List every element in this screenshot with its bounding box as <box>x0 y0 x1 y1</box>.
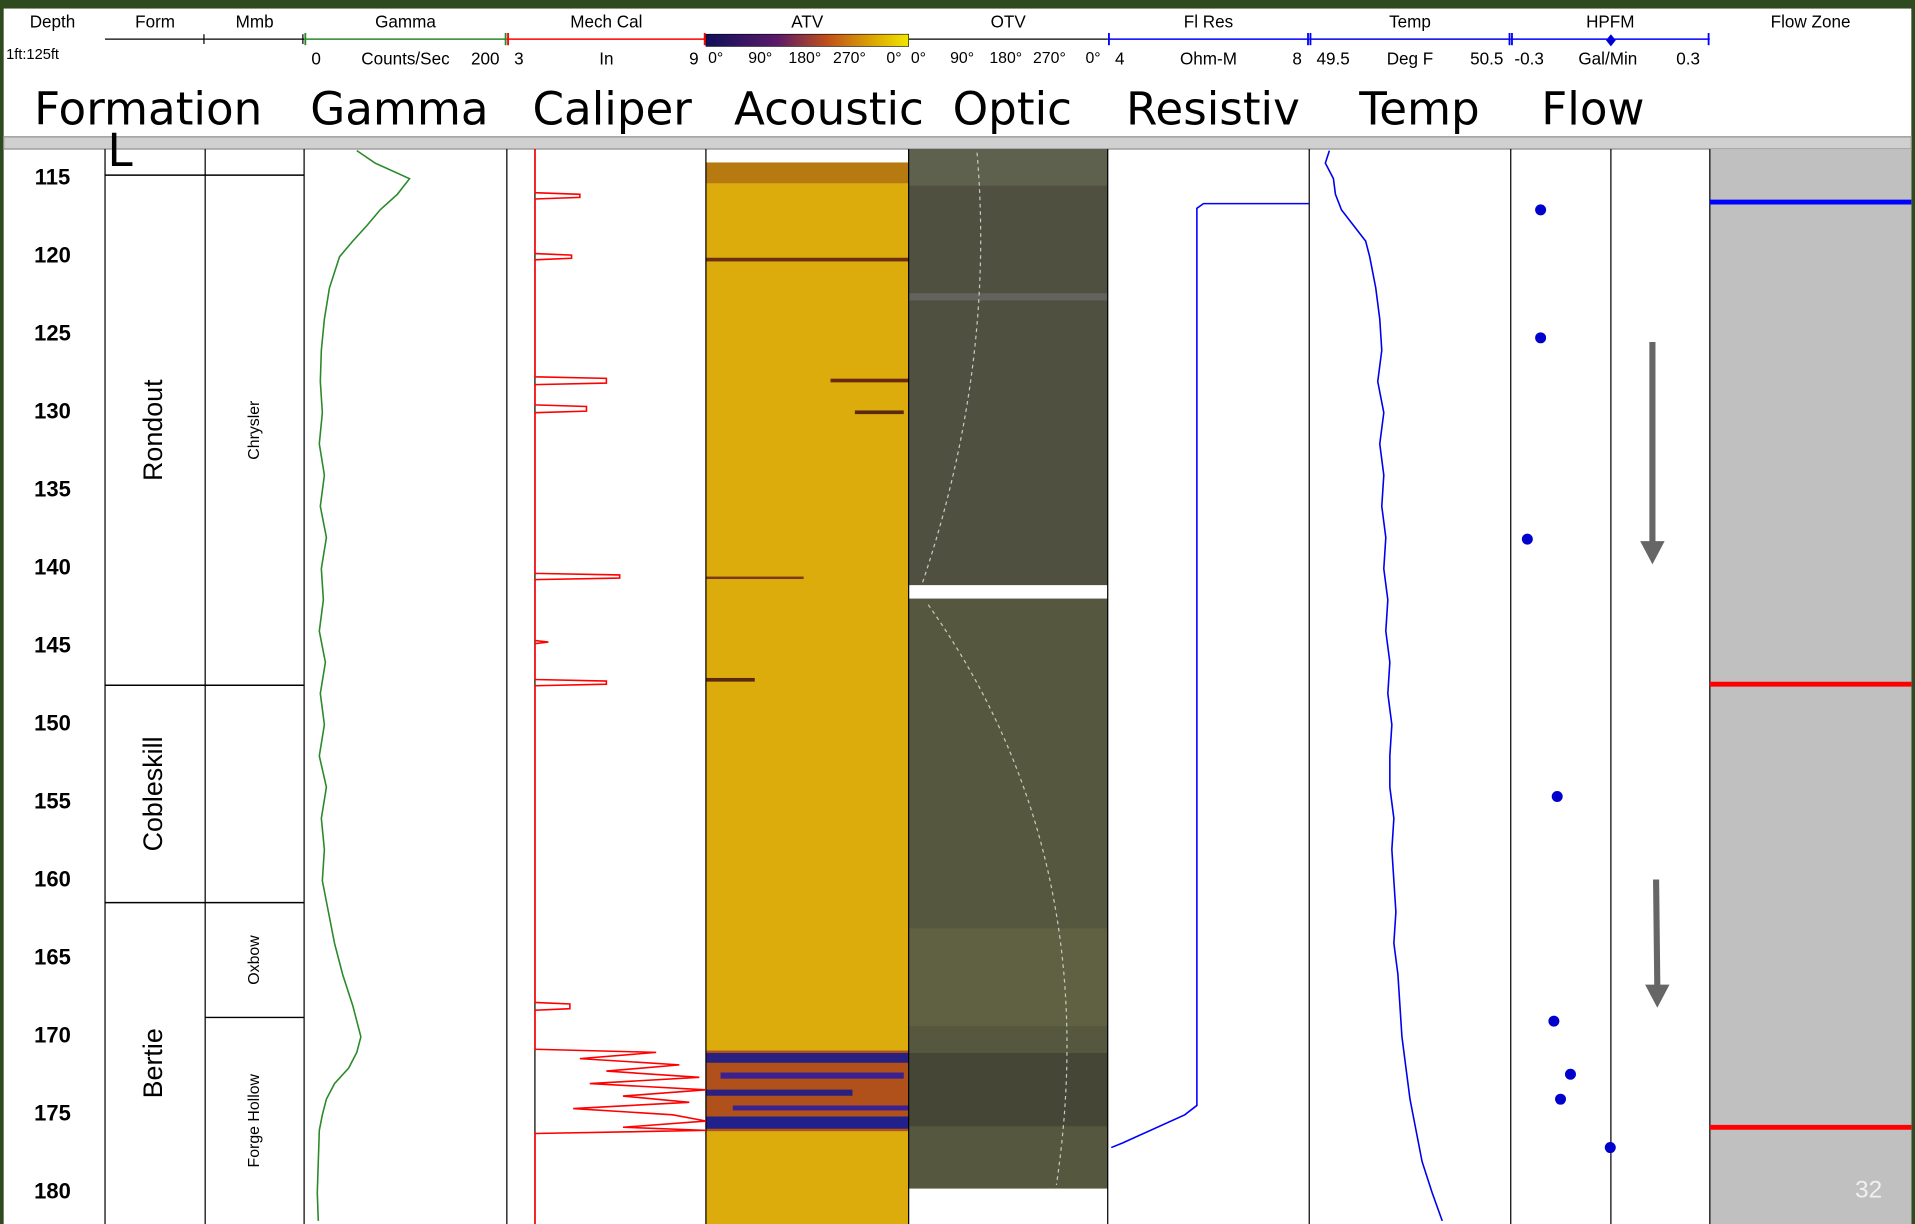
axis-max-label: 8 <box>1292 49 1302 68</box>
y-tick-label: 180 <box>34 1179 71 1204</box>
overlay-label: Formation <box>34 83 262 136</box>
axis-unit: Gal/Min <box>1578 49 1637 68</box>
overlay-label: Acoustic <box>734 83 924 136</box>
y-tick-label: 115 <box>35 164 70 189</box>
x-tick-label: 90° <box>950 50 974 67</box>
overlay-label: Caliper <box>532 83 692 136</box>
overlay-label: L <box>107 124 132 177</box>
left-border <box>0 0 4 1224</box>
track-title: Mmb <box>236 13 274 32</box>
axis-max-label: 9 <box>689 49 699 68</box>
y-tick-label: 145 <box>34 633 71 658</box>
log-curve <box>534 149 707 1224</box>
top-border <box>0 0 1915 9</box>
zone-label: Forge Hollow <box>246 1073 263 1167</box>
y-tick-label: 165 <box>34 945 71 970</box>
axis-unit: Ohm-M <box>1180 49 1237 68</box>
x-tick-label: 90° <box>748 50 772 67</box>
axis-min-label: 0 <box>311 49 321 68</box>
y-tick-label: 170 <box>34 1023 71 1048</box>
atv-image <box>705 162 909 1224</box>
y-tick-label: 125 <box>34 321 71 346</box>
x-tick-label: 0° <box>1085 50 1100 67</box>
track-title: Form <box>135 13 175 32</box>
y-tick-label: 130 <box>34 399 71 424</box>
overlay-label: Optic <box>953 83 1072 136</box>
y-tick-label: 155 <box>34 789 71 814</box>
track-title: Depth <box>30 13 76 32</box>
axis-unit: Deg F <box>1387 49 1434 68</box>
x-tick-label: 180° <box>989 50 1022 67</box>
otv-image <box>908 149 1108 1189</box>
flow-point <box>1555 1093 1567 1105</box>
y-tick-label: 150 <box>34 711 71 736</box>
axis-min-label: -0.3 <box>1514 49 1543 68</box>
axis-max-label: 200 <box>471 49 500 68</box>
flow-point <box>1535 204 1547 216</box>
zone-label: Oxbow <box>246 935 263 985</box>
header-separator <box>3 136 1912 150</box>
axis-max-label: 50.5 <box>1470 49 1503 68</box>
flow-point <box>1604 1142 1616 1154</box>
axis-min-label: 4 <box>1115 49 1125 68</box>
scale-label: 1ft:125ft <box>6 47 59 63</box>
axis-min-label: 3 <box>514 49 524 68</box>
overlay-label: Gamma <box>310 83 488 136</box>
atv-color-bar <box>705 33 909 47</box>
y-tick-label: 175 <box>34 1101 71 1126</box>
flow-point <box>1548 1015 1560 1027</box>
y-tick-label: 160 <box>34 867 71 892</box>
flow-point <box>1564 1068 1576 1080</box>
y-tick-label: 140 <box>34 555 71 580</box>
track-title: OTV <box>991 13 1027 32</box>
x-tick-label: 0° <box>886 50 901 67</box>
x-tick-label: 0° <box>911 50 926 67</box>
track-title: Gamma <box>375 13 436 32</box>
zone-label: Chrysler <box>246 400 263 460</box>
zone-label: Rondout <box>138 379 168 481</box>
tracks: Depth 1ft:125ft 115 120 125 130 135 140 145 150 15… <box>6 13 1912 1224</box>
y-tick-label: 135 <box>34 477 71 502</box>
right-border <box>1911 0 1915 1224</box>
log-curve <box>1324 150 1443 1222</box>
axis-min-label: 49.5 <box>1317 49 1350 68</box>
x-tick-label: 180° <box>788 50 821 67</box>
overlay-label: Flow <box>1541 83 1644 136</box>
track-title: ATV <box>791 13 824 32</box>
x-tick-label: 270° <box>1033 50 1066 67</box>
overlay-label: Temp <box>1358 83 1479 136</box>
x-tick-label: 0° <box>708 50 723 67</box>
x-tick-label: 270° <box>833 50 866 67</box>
axis-unit: Counts/Sec <box>361 49 450 68</box>
overlay-label: Resistiv <box>1126 83 1300 136</box>
track-title: HPFM <box>1586 13 1634 32</box>
track-title: Temp <box>1389 13 1431 32</box>
zone-label: Bertie <box>138 1028 168 1098</box>
flow-point <box>1521 533 1533 545</box>
log-curve <box>1110 202 1310 1149</box>
track-title: Mech Cal <box>570 13 642 32</box>
zone-label: Cobleskill <box>138 736 168 851</box>
flow-point <box>1551 791 1563 803</box>
axis-max-label: 0.3 <box>1676 49 1700 68</box>
flow-arrows <box>1640 342 1670 1008</box>
y-tick-label: 120 <box>34 242 71 267</box>
log-curve <box>316 149 411 1221</box>
flow-point <box>1535 332 1547 344</box>
track-title: Flow Zone <box>1771 13 1851 32</box>
page-number: 32 <box>1855 1176 1882 1203</box>
axis-unit: In <box>599 49 613 68</box>
track-title: Fl Res <box>1184 13 1233 32</box>
